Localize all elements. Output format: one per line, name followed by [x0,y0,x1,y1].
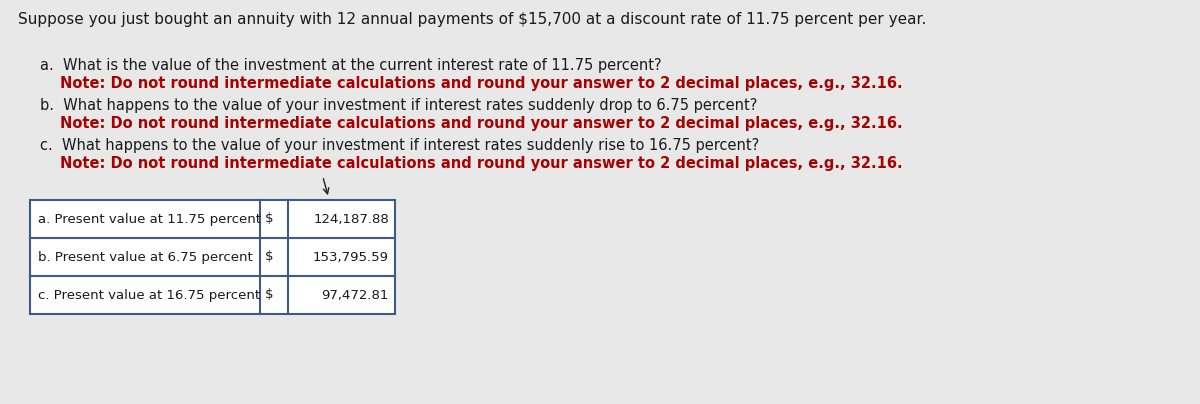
Text: b. Present value at 6.75 percent: b. Present value at 6.75 percent [38,250,253,263]
Text: c.  What happens to the value of your investment if interest rates suddenly rise: c. What happens to the value of your inv… [40,138,760,153]
Text: a.  What is the value of the investment at the current interest rate of 11.75 pe: a. What is the value of the investment a… [40,58,661,73]
Text: b.  What happens to the value of your investment if interest rates suddenly drop: b. What happens to the value of your inv… [40,98,757,113]
Text: $: $ [265,288,274,301]
Text: Note: Do not round intermediate calculations and round your answer to 2 decimal : Note: Do not round intermediate calculat… [60,156,902,171]
Bar [30,200,395,314]
Text: 153,795.59: 153,795.59 [313,250,389,263]
Text: 97,472.81: 97,472.81 [322,288,389,301]
Text: 124,187.88: 124,187.88 [313,213,389,225]
Text: $: $ [265,250,274,263]
Text: c. Present value at 16.75 percent: c. Present value at 16.75 percent [38,288,260,301]
Text: Suppose you just bought an annuity with 12 annual payments of $15,700 at a disco: Suppose you just bought an annuity with … [18,12,926,27]
Text: Note: Do not round intermediate calculations and round your answer to 2 decimal : Note: Do not round intermediate calculat… [60,76,902,91]
Text: a. Present value at 11.75 percent: a. Present value at 11.75 percent [38,213,262,225]
Text: $: $ [265,213,274,225]
Text: Note: Do not round intermediate calculations and round your answer to 2 decimal : Note: Do not round intermediate calculat… [60,116,902,131]
